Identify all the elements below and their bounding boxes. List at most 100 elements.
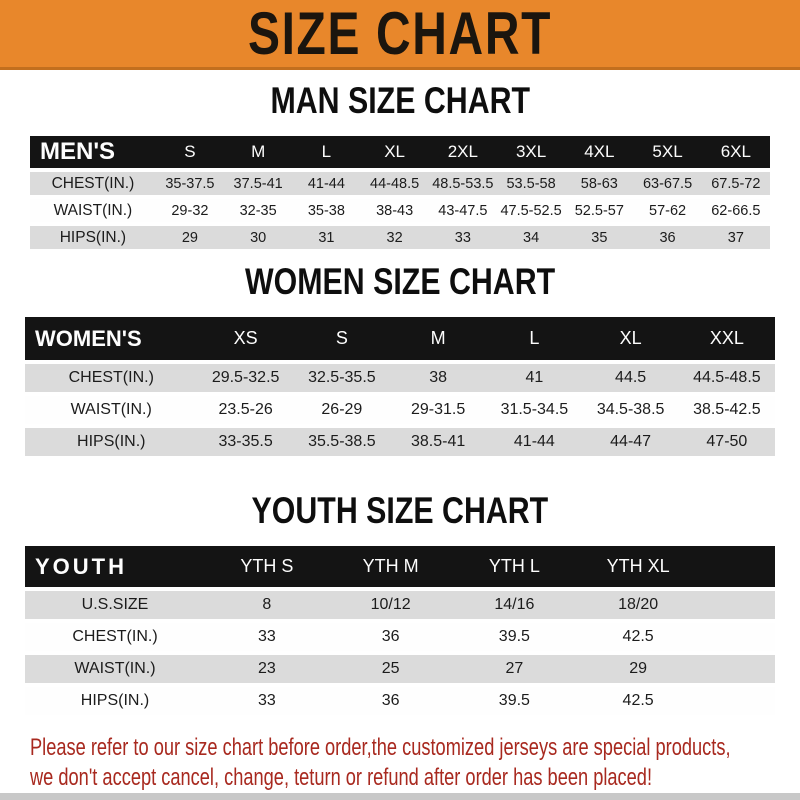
size-value-cell: 38.5-41 bbox=[390, 428, 487, 456]
size-value-cell: 62-66.5 bbox=[701, 199, 770, 222]
size-value-cell: 26-29 bbox=[293, 396, 390, 424]
size-value-cell: 38-43 bbox=[360, 199, 429, 222]
size-value-cell: 10/12 bbox=[328, 591, 453, 619]
size-value-cell: 42.5 bbox=[576, 687, 700, 715]
size-value-cell: 33-35.5 bbox=[197, 428, 294, 456]
size-column-header: XXL bbox=[678, 317, 775, 360]
spacer-cell bbox=[700, 591, 775, 619]
size-value-cell: 14/16 bbox=[452, 591, 577, 619]
spacer-cell bbox=[700, 655, 775, 683]
size-column-header: L bbox=[292, 136, 361, 168]
row-label: HIPS(IN.) bbox=[25, 428, 198, 456]
measurement-row: WAIST(IN.) 23.5-26 26-29 29-31.5 31.5-34.5 34… bbox=[25, 396, 775, 424]
size-column-header: 2XL bbox=[428, 136, 497, 168]
size-value-cell: 35-37.5 bbox=[155, 172, 225, 195]
size-value-cell: 47-50 bbox=[678, 428, 775, 456]
size-value-cell: 48.5-53.5 bbox=[428, 172, 497, 195]
notice-row: we don't accept cancel, change, teturn o… bbox=[30, 763, 800, 793]
row-label: WAIST(IN.) bbox=[25, 655, 205, 683]
section-heading-text: MAN SIZE CHART bbox=[270, 80, 530, 121]
measurement-row: WAIST(IN.) 23 25 27 29 bbox=[25, 655, 775, 683]
size-value-cell: 32.5-35.5 bbox=[293, 364, 390, 392]
size-value-cell: 32 bbox=[360, 226, 429, 249]
size-value-cell: 41-44 bbox=[292, 172, 361, 195]
size-column-header: M bbox=[224, 136, 293, 168]
size-value-cell: 67.5-72 bbox=[701, 172, 770, 195]
measurement-row: CHEST(IN.) 35-37.5 37.5-41 41-44 44-48.5 48.5… bbox=[30, 172, 770, 195]
size-value-cell: 37.5-41 bbox=[224, 172, 293, 195]
size-value-cell: 39.5 bbox=[452, 623, 577, 651]
size-column-header: YTH XL bbox=[576, 546, 700, 587]
notice-row: Please refer to our size chart before or… bbox=[30, 733, 800, 763]
size-value-cell: 44.5-48.5 bbox=[678, 364, 775, 392]
size-value-cell: 41 bbox=[486, 364, 583, 392]
size-value-cell: 35 bbox=[565, 226, 634, 249]
section-heading-text: YOUTH SIZE CHART bbox=[251, 490, 549, 531]
page-title: SIZE CHART bbox=[248, 0, 552, 67]
size-value-cell: 35.5-38.5 bbox=[293, 428, 390, 456]
size-column-header: YTH M bbox=[328, 546, 453, 587]
measurement-row: CHEST(IN.) 29.5-32.5 32.5-35.5 38 41 44.5 44.5… bbox=[25, 364, 775, 392]
size-value-cell: 23 bbox=[205, 655, 329, 683]
section-heading-text: WOMEN SIZE CHART bbox=[244, 261, 556, 302]
size-value-cell: 36 bbox=[633, 226, 702, 249]
size-value-cell: 44-48.5 bbox=[360, 172, 429, 195]
measurement-row: HIPS(IN.) 29 30 31 32 33 34 35 36 37 bbox=[30, 226, 770, 249]
row-label: WAIST(IN.) bbox=[25, 396, 198, 424]
size-value-cell: 57-62 bbox=[633, 199, 702, 222]
women-section-heading: WOMEN SIZE CHART bbox=[0, 263, 800, 301]
size-value-cell: 33 bbox=[205, 687, 329, 715]
size-column-header: 6XL bbox=[701, 136, 770, 168]
notice-line-1: Please refer to our size chart before or… bbox=[30, 734, 731, 761]
size-value-cell: 18/20 bbox=[576, 591, 700, 619]
size-value-cell: 32-35 bbox=[224, 199, 293, 222]
spacer-cell bbox=[700, 546, 775, 587]
size-value-cell: 41-44 bbox=[486, 428, 583, 456]
spacer-cell bbox=[700, 623, 775, 651]
size-column-header: XL bbox=[582, 317, 679, 360]
size-value-cell: 29-32 bbox=[155, 199, 225, 222]
size-column-header: L bbox=[486, 317, 583, 360]
size-column-header: YTH L bbox=[452, 546, 577, 587]
size-column-header: M bbox=[390, 317, 487, 360]
size-value-cell: 29-31.5 bbox=[390, 396, 487, 424]
size-value-cell: 34 bbox=[496, 226, 566, 249]
size-column-header: XL bbox=[360, 136, 429, 168]
measurement-row: HIPS(IN.) 33-35.5 35.5-38.5 38.5-41 41-44 44-… bbox=[25, 428, 775, 456]
size-header-row: WOMEN'S XS S M L XL XXL bbox=[25, 317, 775, 360]
size-value-cell: 42.5 bbox=[576, 623, 700, 651]
size-value-cell: 29 bbox=[576, 655, 700, 683]
size-value-cell: 58-63 bbox=[565, 172, 634, 195]
measurement-row: U.S.SIZE 8 10/12 14/16 18/20 bbox=[25, 591, 775, 619]
row-label: HIPS(IN.) bbox=[25, 687, 205, 715]
row-label: CHEST(IN.) bbox=[30, 172, 156, 195]
size-value-cell: 53.5-58 bbox=[496, 172, 566, 195]
row-label: U.S.SIZE bbox=[25, 591, 205, 619]
measurement-row: WAIST(IN.) 29-32 32-35 35-38 38-43 43-47.5 47.… bbox=[30, 199, 770, 222]
size-column-header: 4XL bbox=[565, 136, 634, 168]
order-notice: Please refer to our size chart before or… bbox=[30, 733, 800, 793]
size-value-cell: 31.5-34.5 bbox=[486, 396, 583, 424]
spacer-cell bbox=[700, 687, 775, 715]
size-column-header: XS bbox=[197, 317, 294, 360]
size-value-cell: 39.5 bbox=[452, 687, 577, 715]
size-column-header: S bbox=[293, 317, 390, 360]
size-header-row: YOUTH YTH S YTH M YTH L YTH XL bbox=[25, 546, 775, 587]
bottom-strip bbox=[0, 793, 800, 800]
size-value-cell: 31 bbox=[292, 226, 361, 249]
size-value-cell: 29.5-32.5 bbox=[197, 364, 294, 392]
size-value-cell: 44.5 bbox=[582, 364, 679, 392]
size-value-cell: 47.5-52.5 bbox=[496, 199, 566, 222]
size-value-cell: 38 bbox=[390, 364, 487, 392]
size-value-cell: 35-38 bbox=[292, 199, 361, 222]
table-title: WOMEN'S bbox=[25, 317, 198, 360]
size-value-cell: 25 bbox=[328, 655, 453, 683]
size-value-cell: 44-47 bbox=[582, 428, 679, 456]
row-label: CHEST(IN.) bbox=[25, 623, 205, 651]
man-section-heading: MAN SIZE CHART bbox=[0, 82, 800, 120]
size-value-cell: 38.5-42.5 bbox=[678, 396, 775, 424]
size-value-cell: 33 bbox=[205, 623, 329, 651]
measurement-row: CHEST(IN.) 33 36 39.5 42.5 bbox=[25, 623, 775, 651]
size-value-cell: 8 bbox=[205, 591, 329, 619]
